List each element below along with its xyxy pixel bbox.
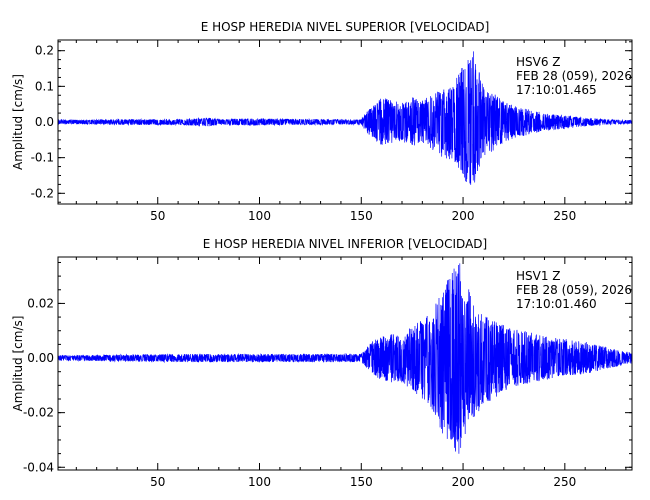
x-tick-label: 200 — [452, 475, 475, 489]
station-info-line: HSV1 Z — [516, 269, 561, 283]
y-tick-label: 0.1 — [35, 79, 54, 93]
station-info-line: 17:10:01.465 — [516, 83, 597, 97]
plot-frame — [57, 256, 633, 471]
y-tick-label: 0.0 — [35, 115, 54, 129]
y-tick-label: 0.02 — [27, 296, 54, 310]
y-tick-label: 0.2 — [35, 44, 54, 58]
panel-nivel-inferior: E HOSP HEREDIA NIVEL INFERIOR [VELOCIDAD… — [11, 237, 633, 489]
plot-frame — [57, 39, 633, 205]
waveform-trace — [58, 263, 632, 454]
x-tick-label: 50 — [150, 475, 165, 489]
waveform-trace — [58, 51, 632, 185]
x-tick-label: 100 — [248, 475, 271, 489]
x-tick-label: 50 — [150, 209, 165, 223]
station-info-line: 17:10:01.460 — [516, 297, 597, 311]
y-axis-label: Amplitud [cm/s] — [11, 316, 25, 412]
panel-nivel-superior: E HOSP HEREDIA NIVEL SUPERIOR [VELOCIDAD… — [11, 20, 633, 223]
x-tick-label: 200 — [452, 209, 475, 223]
y-tick-label: -0.02 — [23, 406, 54, 420]
y-tick-label: 0.00 — [27, 351, 54, 365]
station-info-line: FEB 28 (059), 2026 — [516, 69, 632, 83]
x-tick-label: 150 — [350, 475, 373, 489]
y-axis-label: Amplitud [cm/s] — [11, 74, 25, 170]
x-tick-label: 250 — [553, 475, 576, 489]
x-tick-label: 100 — [248, 209, 271, 223]
x-tick-label: 250 — [553, 209, 576, 223]
y-tick-label: -0.1 — [31, 151, 54, 165]
y-tick-label: -0.04 — [23, 460, 54, 474]
chart-title: E HOSP HEREDIA NIVEL SUPERIOR [VELOCIDAD… — [201, 20, 490, 34]
station-info-line: FEB 28 (059), 2026 — [516, 283, 632, 297]
y-tick-label: -0.2 — [31, 186, 54, 200]
chart-title: E HOSP HEREDIA NIVEL INFERIOR [VELOCIDAD… — [203, 237, 487, 251]
station-info-line: HSV6 Z — [516, 55, 561, 69]
x-tick-label: 150 — [350, 209, 373, 223]
